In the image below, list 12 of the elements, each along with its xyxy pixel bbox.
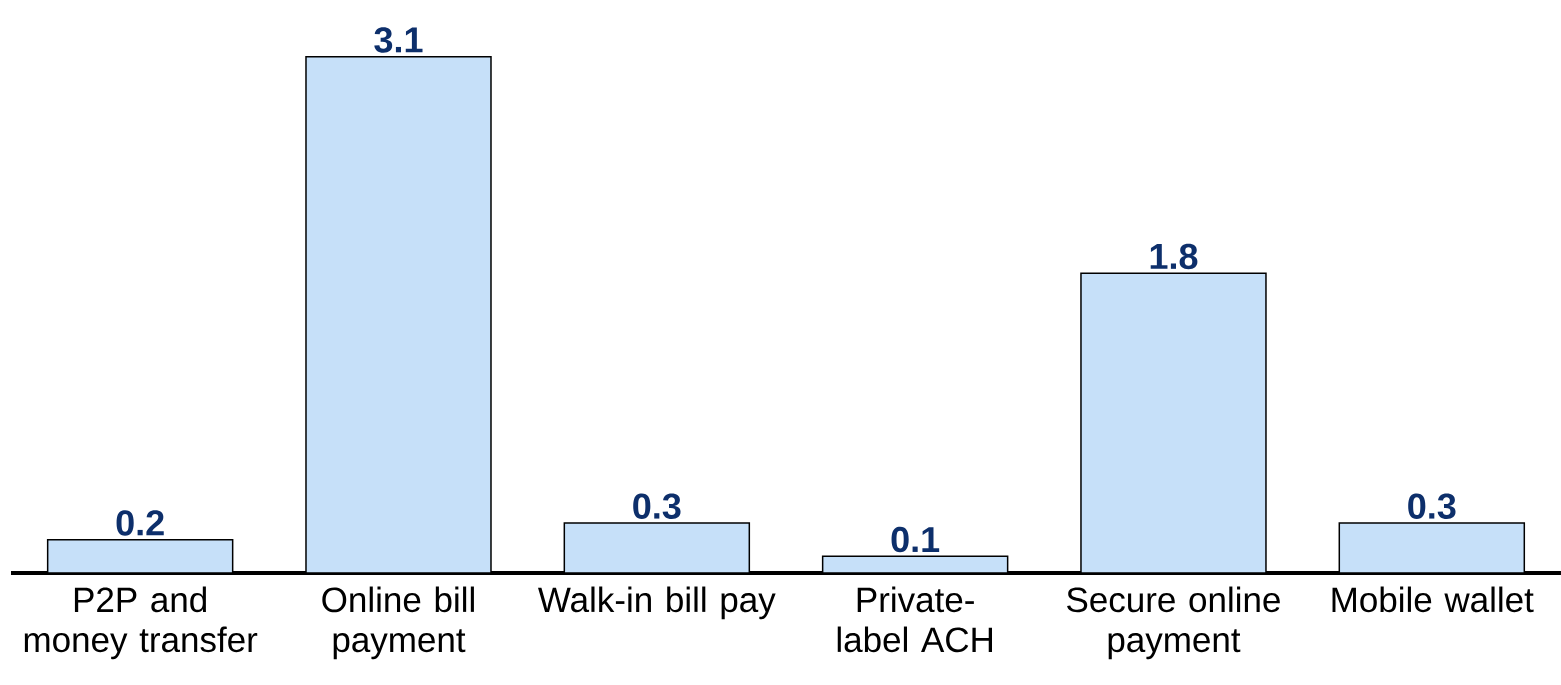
x-tick-label: Online bill payment — [322, 586, 474, 660]
data-label: 0.3 — [1408, 493, 1456, 519]
x-tick-label: Walk-in bill pay — [538, 586, 776, 620]
x-tick-label: Secure online payment — [1067, 586, 1280, 660]
data-label: 3.1 — [374, 27, 423, 53]
data-label: 0.3 — [633, 493, 681, 519]
data-label: 0.1 — [891, 526, 940, 553]
data-label: 0.2 — [116, 510, 164, 536]
data-label: 1.8 — [1150, 243, 1198, 270]
x-tick-label: Mobile wallet — [1332, 586, 1534, 613]
x-tick-label: Private-label ACH — [837, 586, 992, 653]
x-tick-label: P2P and money transfer — [24, 586, 258, 660]
